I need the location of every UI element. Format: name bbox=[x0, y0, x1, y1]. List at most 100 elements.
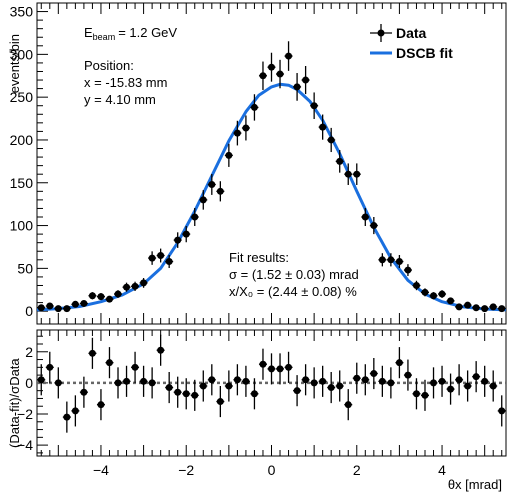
data-point bbox=[250, 103, 258, 111]
residual-point bbox=[276, 365, 284, 373]
residual-point bbox=[250, 390, 258, 398]
residual-point bbox=[191, 391, 199, 399]
residual-point bbox=[285, 363, 293, 371]
residual-point bbox=[353, 374, 361, 382]
top-yaxis: 0 50 100 150 200 250 300 350 bbox=[10, 4, 48, 319]
top-ytick-label: 150 bbox=[10, 175, 34, 191]
top-ytick-label: 200 bbox=[10, 132, 34, 148]
data-point bbox=[319, 123, 327, 131]
residual-point bbox=[310, 379, 318, 387]
bottom-xtick-label: −4 bbox=[93, 462, 109, 478]
residual-point bbox=[46, 363, 54, 371]
data-point bbox=[387, 256, 395, 264]
top-ylabel: events/bin bbox=[7, 34, 22, 93]
data-point bbox=[438, 290, 446, 298]
data-point bbox=[421, 288, 429, 296]
data-point bbox=[191, 213, 199, 221]
fit-x0: x/X₀ = (2.44 ± 0.08) % bbox=[229, 284, 357, 299]
data-point bbox=[430, 292, 438, 300]
data-point bbox=[80, 299, 88, 307]
data-point bbox=[54, 305, 62, 313]
data-point bbox=[97, 293, 105, 301]
data-point bbox=[404, 266, 412, 274]
data-point bbox=[208, 180, 216, 188]
residual-point bbox=[208, 376, 216, 384]
data-point bbox=[123, 283, 131, 291]
top-ytick-label: 250 bbox=[10, 89, 34, 105]
residual-point bbox=[54, 379, 62, 387]
residual-point bbox=[361, 376, 369, 384]
residual-point bbox=[438, 377, 446, 385]
data-point bbox=[71, 300, 79, 308]
residual-point bbox=[242, 377, 250, 385]
data-point bbox=[114, 290, 122, 298]
data-point bbox=[105, 295, 113, 303]
residual-point bbox=[302, 376, 310, 384]
data-point bbox=[131, 282, 139, 290]
residual-point bbox=[174, 388, 182, 396]
data-point bbox=[46, 302, 54, 310]
data-point bbox=[344, 170, 352, 178]
data-point bbox=[472, 304, 480, 312]
fit-sigma: σ = (1.52 ± 0.03) mrad bbox=[229, 267, 359, 282]
beam-e-sub: beam bbox=[93, 32, 116, 42]
residual-point bbox=[344, 401, 352, 409]
position-y: y = 4.10 mm bbox=[84, 92, 156, 107]
position-x: x = -15.83 mm bbox=[84, 75, 167, 90]
bottom-plot-frame bbox=[36, 329, 507, 457]
data-point bbox=[310, 102, 318, 110]
bottom-xtick-label: −2 bbox=[178, 462, 194, 478]
data-point bbox=[259, 72, 267, 80]
residual-point bbox=[225, 382, 233, 390]
data-point bbox=[327, 136, 335, 144]
residual-point bbox=[157, 346, 165, 354]
legend-data-label: Data bbox=[396, 25, 427, 41]
data-point bbox=[216, 187, 224, 195]
beam-e: E bbox=[84, 25, 93, 40]
data-point bbox=[276, 70, 284, 78]
residual-point bbox=[268, 365, 275, 373]
data-point bbox=[489, 303, 497, 311]
data-point bbox=[268, 63, 275, 71]
residual-point bbox=[404, 371, 412, 379]
data-point bbox=[464, 301, 472, 309]
residual-point bbox=[336, 382, 344, 390]
data-point bbox=[37, 304, 45, 312]
beam-energy-label: Ebeam = 1.2 GeV bbox=[84, 25, 177, 42]
residual-point bbox=[114, 379, 122, 387]
residual-point bbox=[472, 373, 480, 381]
data-point bbox=[157, 252, 165, 260]
data-point bbox=[302, 76, 310, 84]
residual-point bbox=[216, 398, 224, 406]
bottom-ytick-label: −2 bbox=[17, 406, 33, 422]
data-point bbox=[378, 256, 386, 264]
data-point bbox=[233, 129, 241, 137]
bottom-ylabel-text: (Data-fit)/σData bbox=[7, 358, 22, 448]
bottom-xtick-label: 2 bbox=[353, 462, 361, 478]
residual-point bbox=[455, 376, 463, 384]
data-point bbox=[447, 297, 455, 305]
residual-point bbox=[293, 387, 301, 395]
legend: Data DSCB fit bbox=[370, 24, 453, 61]
residual-point bbox=[378, 377, 386, 385]
top-ytick-label: 300 bbox=[10, 46, 34, 62]
residual-point bbox=[131, 363, 139, 371]
residual-point bbox=[421, 391, 429, 399]
legend-fit-label: DSCB fit bbox=[396, 45, 453, 61]
residual-point bbox=[63, 413, 71, 421]
top-ytick-label: 100 bbox=[10, 218, 34, 234]
bottom-ytick-label: 0 bbox=[25, 375, 33, 391]
top-data-points bbox=[37, 41, 506, 313]
data-point bbox=[63, 305, 71, 313]
data-point bbox=[174, 236, 182, 244]
top-xaxis bbox=[40, 3, 503, 324]
data-point bbox=[225, 151, 233, 159]
bottom-xtick-label: 0 bbox=[268, 462, 276, 478]
residual-point bbox=[97, 401, 105, 409]
residual-point bbox=[123, 377, 131, 385]
bottom-yaxis: −4 −2 0 2 bbox=[17, 335, 48, 454]
residual-point bbox=[259, 360, 267, 368]
bottom-data-points bbox=[37, 334, 506, 433]
residual-point bbox=[37, 376, 45, 384]
